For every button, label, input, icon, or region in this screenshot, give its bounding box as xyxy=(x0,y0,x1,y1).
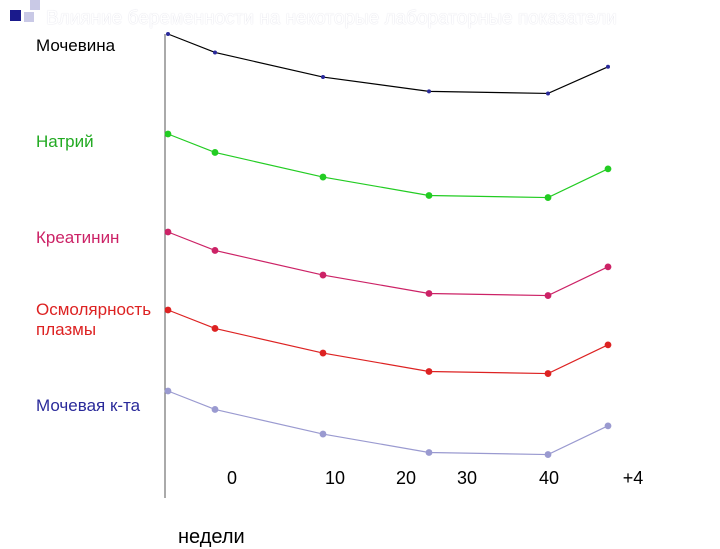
data-point-3-1 xyxy=(212,325,219,332)
data-point-3-3 xyxy=(426,368,433,375)
series-layer xyxy=(165,32,612,458)
series-line-3 xyxy=(168,310,608,374)
data-point-1-5 xyxy=(605,165,612,172)
data-point-0-0 xyxy=(166,32,170,36)
data-point-4-3 xyxy=(426,449,433,456)
data-point-1-2 xyxy=(320,174,327,181)
data-point-3-5 xyxy=(605,341,612,348)
x-tick-label: 10 xyxy=(325,468,345,489)
x-axis-label: недели xyxy=(178,526,245,549)
data-point-2-5 xyxy=(605,263,612,270)
data-point-2-2 xyxy=(320,272,327,279)
data-point-4-5 xyxy=(605,422,612,429)
series-line-1 xyxy=(168,134,608,198)
data-point-4-2 xyxy=(320,431,327,438)
data-point-4-0 xyxy=(165,388,172,395)
data-point-0-5 xyxy=(606,65,610,69)
data-point-3-0 xyxy=(165,307,172,314)
data-point-0-2 xyxy=(321,75,325,79)
data-point-0-3 xyxy=(427,89,431,93)
series-line-0 xyxy=(168,34,608,93)
x-tick-label: 40 xyxy=(539,468,559,489)
data-point-4-1 xyxy=(212,406,219,413)
data-point-2-0 xyxy=(165,229,172,236)
x-tick-label: +4 xyxy=(623,468,644,489)
data-point-2-3 xyxy=(426,290,433,297)
x-tick-label: 20 xyxy=(396,468,416,489)
data-point-1-4 xyxy=(545,194,552,201)
data-point-3-2 xyxy=(320,350,327,357)
data-point-4-4 xyxy=(545,451,552,458)
data-point-1-0 xyxy=(165,131,172,138)
data-point-0-1 xyxy=(213,50,217,54)
data-point-2-1 xyxy=(212,247,219,254)
x-tick-label: 30 xyxy=(457,468,477,489)
series-line-2 xyxy=(168,232,608,296)
data-point-3-4 xyxy=(545,370,552,377)
series-line-4 xyxy=(168,391,608,455)
data-point-1-1 xyxy=(212,149,219,156)
data-point-0-4 xyxy=(546,91,550,95)
data-point-2-4 xyxy=(545,292,552,299)
data-point-1-3 xyxy=(426,192,433,199)
x-tick-label: 0 xyxy=(227,468,237,489)
